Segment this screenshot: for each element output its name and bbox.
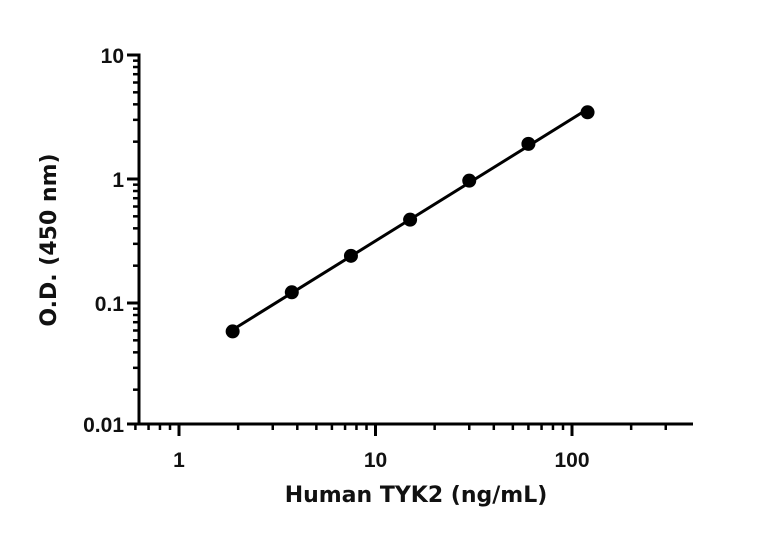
y-axis-title: O.D. (450 nm)	[37, 153, 62, 326]
y-tick-label: 10	[101, 45, 124, 68]
data-point	[403, 212, 418, 227]
data-point	[225, 324, 240, 339]
plot-area	[225, 105, 595, 339]
data-point	[521, 136, 536, 151]
data-point	[343, 248, 358, 263]
x-tick-label: 100	[554, 449, 589, 472]
y-tick-label: 1	[112, 169, 124, 192]
x-axis-title: Human TYK2 (ng/mL)	[285, 483, 548, 508]
x-tick-label: 1	[173, 449, 185, 472]
data-point	[580, 105, 595, 120]
data-point	[284, 285, 299, 300]
x-axis: 1 10 100	[134, 422, 693, 472]
y-tick-label: 0.01	[83, 414, 124, 437]
x-tick-label: 10	[364, 449, 387, 472]
data-point	[462, 173, 477, 188]
y-tick-label: 0.1	[95, 293, 125, 316]
y-axis: 0.01 0.1 1 10	[83, 45, 141, 437]
